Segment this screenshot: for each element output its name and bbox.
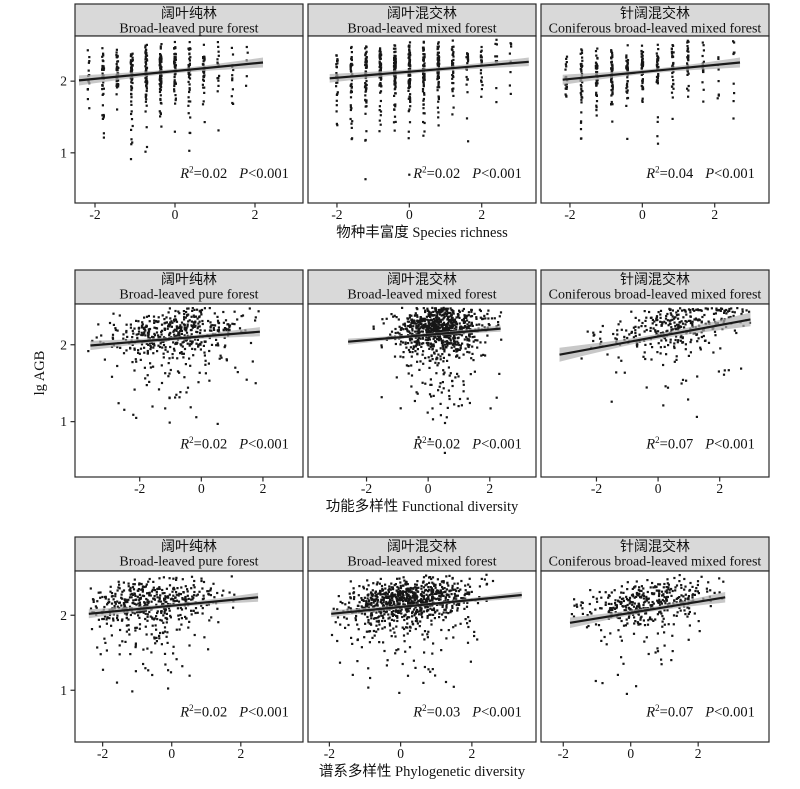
x-tick-label: -2 — [331, 207, 342, 222]
panel-title-cn: 阔叶混交林 — [387, 538, 457, 555]
x-tick-label: 2 — [695, 746, 702, 761]
panel-title-en: Broad-leaved pure forest — [119, 555, 258, 570]
x-tick-label: 2 — [260, 481, 267, 496]
x-tick-label: 2 — [252, 207, 259, 222]
x-tick-label: 0 — [397, 746, 404, 761]
x-tick-label: 0 — [168, 746, 175, 761]
x-tick-label: 0 — [655, 481, 662, 496]
x-tick-label: 0 — [172, 207, 179, 222]
x-axis-title: 物种丰富度 Species richness — [336, 223, 508, 241]
panel-title-cn: 针阔混交林 — [620, 5, 690, 22]
x-tick-label: 0 — [639, 207, 646, 222]
panel-title-cn: 阔叶纯林 — [161, 6, 217, 22]
x-tick-label: -2 — [361, 481, 372, 496]
x-tick-label: 2 — [711, 207, 718, 222]
panel-title-en: Coniferous broad-leaved mixed forest — [549, 555, 762, 570]
panel-title-cn: 阔叶纯林 — [161, 539, 217, 555]
panel-title-en: Coniferous broad-leaved mixed forest — [549, 22, 762, 37]
panel-title-cn: 阔叶混交林 — [387, 5, 457, 22]
panel-title-en: Coniferous broad-leaved mixed forest — [549, 288, 762, 303]
x-tick-label: -2 — [97, 746, 108, 761]
x-tick-label: 2 — [469, 746, 476, 761]
panel-title-cn: 阔叶纯林 — [161, 272, 217, 288]
y-tick-label: 2 — [60, 337, 67, 352]
y-tick-label: 1 — [60, 145, 67, 160]
x-axis-title: 谱系多样性 Phylogenetic diversity — [319, 763, 526, 780]
y-tick-label: 2 — [60, 608, 67, 623]
panel-title-en: Broad-leaved mixed forest — [347, 288, 496, 303]
x-tick-label: -2 — [134, 481, 145, 496]
x-tick-label: 0 — [406, 207, 413, 222]
x-tick-label: 2 — [237, 746, 244, 761]
x-tick-label: -2 — [324, 746, 335, 761]
y-tick-label: 1 — [60, 683, 67, 698]
panel-title-cn: 阔叶混交林 — [387, 271, 457, 288]
y-tick-label: 1 — [60, 414, 67, 429]
x-tick-label: -2 — [564, 207, 575, 222]
panel-title-cn: 针阔混交林 — [620, 271, 690, 288]
panel-title-en: Broad-leaved pure forest — [119, 22, 258, 37]
x-tick-label: 2 — [478, 207, 485, 222]
panel-title-cn: 针阔混交林 — [620, 538, 690, 555]
panel-title-en: Broad-leaved mixed forest — [347, 555, 496, 570]
x-tick-label: 2 — [486, 481, 493, 496]
x-tick-label: -2 — [558, 746, 569, 761]
x-tick-label: 0 — [198, 481, 205, 496]
panel-title-en: Broad-leaved mixed forest — [347, 22, 496, 37]
y-tick-label: 2 — [60, 74, 67, 89]
panel-title-en: Broad-leaved pure forest — [119, 288, 258, 303]
x-tick-label: -2 — [89, 207, 100, 222]
x-tick-label: 0 — [425, 481, 432, 496]
x-tick-label: 2 — [716, 481, 723, 496]
x-tick-label: -2 — [591, 481, 602, 496]
x-axis-title: 功能多样性 Functional diversity — [326, 498, 519, 515]
y-axis-title: lg AGB — [32, 351, 48, 396]
x-tick-label: 0 — [627, 746, 634, 761]
